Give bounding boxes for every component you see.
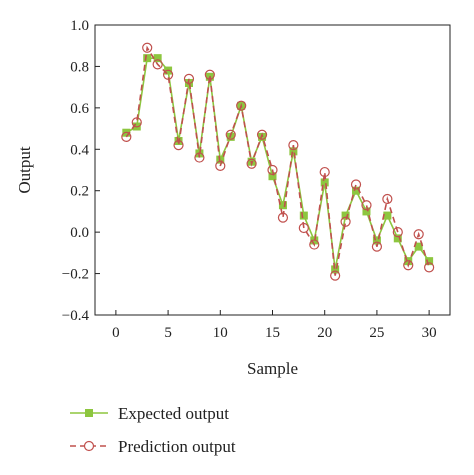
legend: Expected output Prediction output [70, 404, 236, 456]
data-point-expected [352, 186, 361, 195]
y-tick-label: 0.4 [70, 142, 89, 158]
data-point-prediction [330, 270, 341, 281]
data-point-prediction [413, 229, 424, 240]
data-point-expected [320, 178, 329, 187]
data-point-expected [331, 265, 340, 274]
y-axis: −0.4 −0.2 0.0 0.2 0.4 0.6 0.8 1.0 [62, 18, 100, 324]
data-point-prediction [267, 164, 278, 176]
data-point-prediction [371, 241, 383, 252]
data-point-prediction [183, 73, 195, 84]
data-point-prediction [392, 227, 403, 238]
data-point-expected [414, 242, 423, 251]
data-point-expected [425, 257, 434, 266]
legend-item-prediction: Prediction output [70, 437, 236, 456]
x-axis: 0 5 10 15 20 25 30 [112, 310, 437, 341]
data-point-prediction [382, 193, 393, 205]
data-point-prediction [173, 140, 184, 151]
data-point-prediction [194, 152, 205, 163]
legend-swatch-expected-marker [85, 409, 93, 417]
y-axis-title: Output [15, 146, 34, 194]
x-tick-label: 0 [112, 325, 120, 341]
y-tick-label: −0.2 [62, 267, 89, 283]
data-point-prediction [162, 69, 174, 80]
data-point-prediction [131, 117, 142, 128]
series-layer [121, 42, 435, 281]
data-point-prediction [309, 239, 320, 250]
y-tick-label: 0.2 [70, 184, 89, 200]
x-tick-label: 30 [422, 325, 437, 341]
y-tick-label: 0.6 [70, 101, 89, 117]
plot-area: 0 5 10 15 20 25 30 −0.4 −0.2 0.0 0.2 0.4 0.6 0.8 1.0 [62, 18, 451, 341]
data-point-expected [362, 207, 371, 216]
data-point-expected [372, 236, 381, 245]
data-point-expected [278, 201, 287, 210]
data-point-prediction [142, 42, 153, 53]
data-point-prediction [424, 262, 435, 273]
data-point-expected [153, 54, 162, 63]
data-point-prediction [350, 179, 362, 190]
data-point-expected [299, 211, 308, 220]
data-point-expected [143, 54, 152, 63]
x-tick-label: 15 [265, 325, 280, 341]
data-point-expected [289, 147, 298, 156]
data-point-prediction [340, 216, 351, 227]
y-tick-label: −0.4 [62, 308, 90, 324]
data-point-expected [341, 211, 350, 220]
data-point-prediction [246, 158, 257, 169]
data-point-prediction [225, 129, 236, 140]
series-line-expected [125, 57, 430, 270]
x-tick-label: 10 [213, 325, 228, 341]
data-point-prediction [152, 59, 163, 70]
y-tick-label: 0.8 [70, 59, 89, 75]
data-point-prediction [236, 100, 247, 111]
data-point-prediction [215, 160, 226, 171]
x-axis-title: Sample [247, 359, 298, 378]
y-tick-label: 1.0 [70, 18, 89, 34]
series-line-prediction [125, 45, 430, 276]
y-tick-label: 0.0 [70, 225, 89, 241]
data-point-prediction [121, 131, 132, 142]
data-point-prediction [204, 69, 215, 80]
data-point-expected [393, 234, 402, 243]
legend-label-prediction: Prediction output [118, 437, 236, 456]
x-tick-label: 5 [164, 325, 172, 341]
data-point-prediction [403, 260, 414, 271]
legend-label-expected: Expected output [118, 404, 229, 423]
data-point-expected [268, 172, 277, 181]
legend-item-expected: Expected output [70, 404, 229, 423]
data-point-prediction [319, 166, 330, 178]
data-point-prediction [256, 129, 268, 140]
data-point-prediction [288, 140, 299, 151]
data-point-prediction [298, 222, 309, 234]
data-point-prediction [361, 200, 372, 211]
data-point-expected [383, 211, 392, 220]
legend-swatch-prediction-marker [83, 440, 95, 452]
x-tick-label: 25 [369, 325, 384, 341]
x-tick-label: 20 [317, 325, 332, 341]
data-point-prediction [277, 212, 289, 223]
